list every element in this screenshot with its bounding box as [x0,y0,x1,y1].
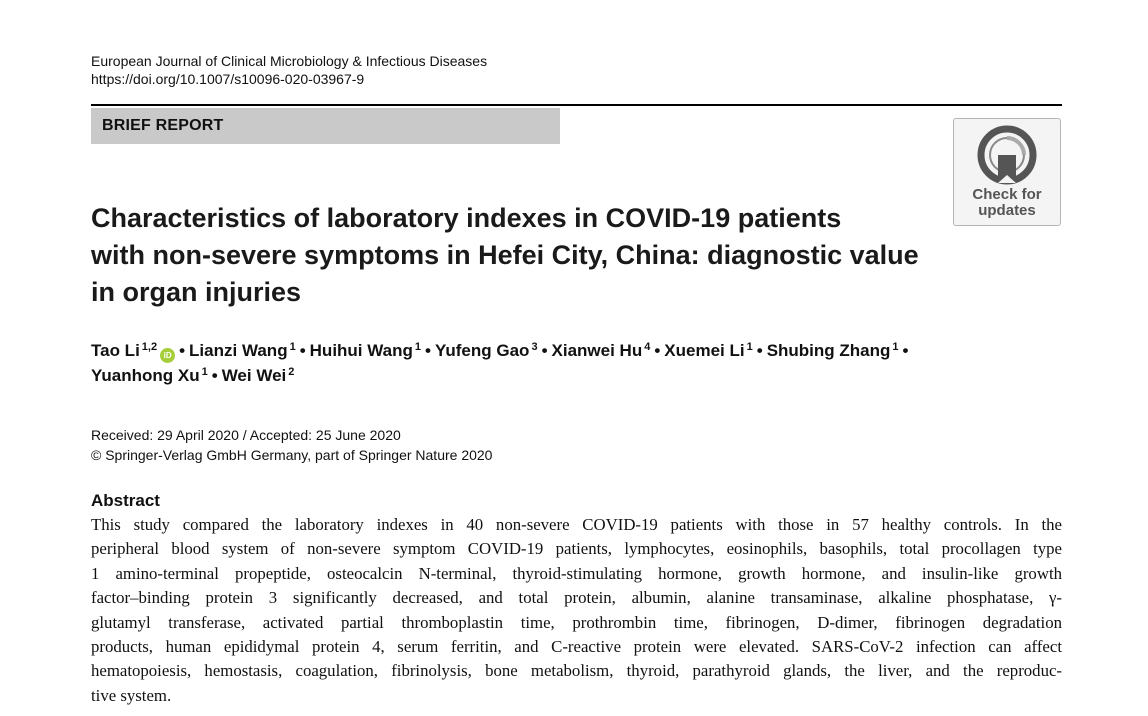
author[interactable]: Shubing Zhang 1 [766,341,899,360]
journal-header: European Journal of Clinical Microbiolog… [91,52,487,88]
abstract-body: This study compared the laboratory index… [91,513,1062,708]
abstract-line: products, human epididymal protein 4, se… [91,637,1062,657]
publication-dates: Received: 29 April 2020 / Accepted: 25 J… [91,425,492,465]
abstract-line: tive system. [91,685,172,705]
author[interactable]: Wei Wei 2 [221,366,295,385]
author[interactable]: Xianwei Hu 4 [551,341,651,360]
orcid-icon[interactable]: iD [160,348,176,363]
article-page: European Journal of Clinical Microbiolog… [91,0,1062,716]
abstract-line: peripheral blood system of non-severe sy… [91,539,1062,559]
copyright-notice: © Springer-Verlag GmbH Germany, part of … [91,447,493,463]
author-line: Tao Li 1,2iD • Lianzi Wang 1 • Huihui Wang 1 • Yu… [91,338,991,363]
author-list: Tao Li 1,2iD • Lianzi Wang 1 • Huihui Wang 1 • Yu… [91,338,991,388]
journal-name: European Journal of Clinical Microbiolog… [91,53,488,69]
author[interactable]: Xuemei Li 1 [664,341,753,360]
title-line: with non-severe symptoms in Hefei City, … [91,240,919,270]
abstract-line: This study compared the laboratory index… [91,515,1062,534]
author-line: Yuanhong Xu 1 • Wei Wei 2 [91,366,295,385]
abstract-line: factor–binding protein 3 significantly d… [91,588,1062,608]
abstract-heading: Abstract [91,491,160,510]
header-rule [91,104,1062,106]
author[interactable]: Huihui Wang 1 [309,341,422,360]
check-for-updates-badge[interactable]: Check for updates [953,118,1061,226]
crossmark-icon [977,125,1037,185]
author[interactable]: Lianzi Wang 1 [189,341,296,360]
check-for-updates-label: Check for updates [972,186,1042,219]
section-label: BRIEF REPORT [91,108,560,144]
article-title: Characteristics of laboratory indexes in… [91,200,931,311]
abstract-line: 1 amino-terminal propeptide, osteocalcin… [91,563,1062,583]
author[interactable]: Yufeng Gao 3 [434,341,538,360]
abstract-line: glutamyl transferase, activated partial … [91,612,1062,632]
received-accepted: Received: 29 April 2020 / Accepted: 25 J… [91,427,401,443]
author[interactable]: Yuanhong Xu 1 [91,366,208,385]
title-line: in organ injuries [91,277,302,307]
abstract-line: hematopoiesis, hemostasis, coagulation, … [91,661,1062,681]
doi-link[interactable]: https://doi.org/10.1007/s10096-020-03967… [91,71,365,87]
author[interactable]: Tao Li 1,2iD [91,341,176,363]
title-line: Characteristics of laboratory indexes in… [91,203,842,233]
